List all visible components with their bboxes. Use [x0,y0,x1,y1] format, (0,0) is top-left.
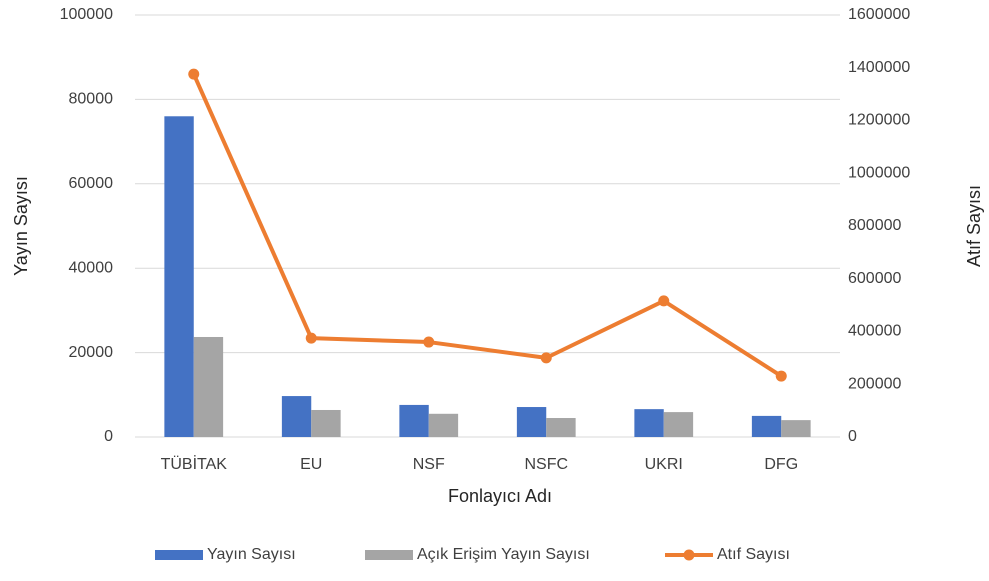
y2-tick-label: 1200000 [848,112,910,129]
y2-tick-label: 200000 [848,375,901,392]
bar [516,407,547,437]
y-tick-label: 0 [104,428,113,445]
y2-tick-label: 0 [848,428,857,445]
x-tick-label: TÜBİTAK [161,454,228,473]
y2-tick-label: 1600000 [848,6,910,23]
bar [164,116,194,437]
bar [311,409,341,437]
y2-axis-title: Atıf Sayısı [964,185,984,267]
y2-tick-label: 1000000 [848,164,910,181]
line-marker [540,352,552,364]
line-marker [423,336,435,348]
x-tick-label: NSF [413,456,445,473]
x-tick-label: DFG [764,456,798,473]
y-axis-title: Yayın Sayısı [11,176,31,276]
bar [546,418,576,437]
y-tick-label: 80000 [69,91,114,108]
bar [751,415,782,437]
bar [428,413,459,437]
x-axis-title: Fonlayıcı Adı [448,486,552,506]
y2-tick-label: 1400000 [848,59,910,76]
legend-swatch [155,550,203,560]
line-marker [775,370,787,382]
y-tick-label: 20000 [69,344,114,361]
bar [281,396,312,437]
y-tick-label: 60000 [69,175,114,192]
bar [634,409,664,437]
x-tick-label: UKRI [645,456,683,473]
line-marker [305,332,317,344]
bar [663,412,694,437]
line-marker [188,68,200,80]
y-tick-label: 100000 [60,6,113,23]
legend-swatch [683,549,695,561]
y2-tick-label: 400000 [848,323,901,340]
bar [781,420,811,437]
x-tick-label: EU [300,456,322,473]
legend-label: Yayın Sayısı [207,546,296,563]
y2-tick-label: 800000 [848,217,901,234]
line-marker [658,295,670,307]
legend-label: Atıf Sayısı [717,546,790,563]
bar [399,404,429,437]
y-tick-label: 40000 [69,259,114,276]
x-tick-label: NSFC [524,456,568,473]
y2-tick-label: 600000 [848,270,901,287]
legend-swatch [365,550,413,560]
bar [193,336,224,437]
line [191,73,783,378]
legend-label: Açık Erişim Yayın Sayısı [417,546,590,563]
